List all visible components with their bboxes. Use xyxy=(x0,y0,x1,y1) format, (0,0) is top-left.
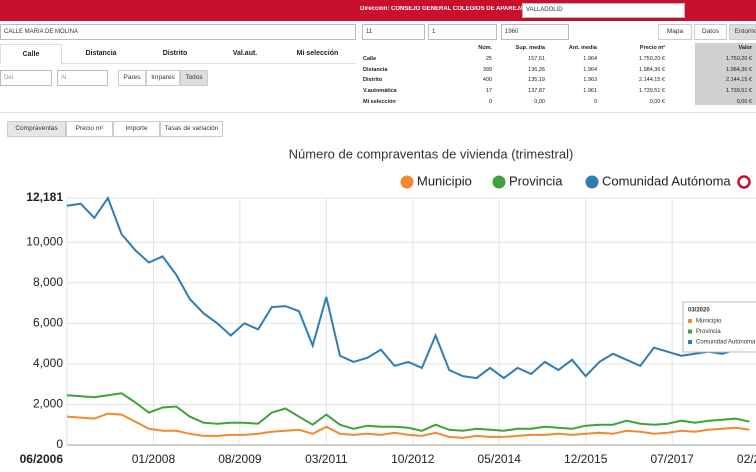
cell: 400 xyxy=(482,77,492,84)
cell: 1.750,20 € xyxy=(639,56,665,62)
parity-button[interactable]: Todos xyxy=(180,70,208,86)
range-from[interactable]: Del xyxy=(0,70,52,86)
cell: 2.144,15 € xyxy=(726,77,752,84)
city-select[interactable]: VALLADOLID xyxy=(522,3,685,18)
cell: 1.964 xyxy=(583,56,597,62)
x-tick-label: 10/2012 xyxy=(391,452,435,466)
tooltip-swatch xyxy=(688,319,692,323)
chart-title: Número de compraventas de vivienda (trim… xyxy=(289,146,574,161)
year-select[interactable]: 1960 xyxy=(501,24,569,40)
filter-tab[interactable]: Distrito xyxy=(162,50,188,57)
cell: 0,00 xyxy=(534,98,545,105)
legend-marker[interactable] xyxy=(585,175,599,189)
tooltip xyxy=(682,301,756,353)
row-label: Mi selección xyxy=(363,98,396,105)
column-header: Ant. media xyxy=(568,45,597,51)
column-header: Núm. xyxy=(478,45,492,51)
y-tick-label: 12,181 xyxy=(26,190,63,204)
tooltip-label: Provincia xyxy=(696,329,721,335)
y-tick-label: 6,000 xyxy=(33,316,63,330)
row-label: Calle xyxy=(363,56,377,62)
cell: 135,19 xyxy=(528,77,545,84)
row-label: Distrito xyxy=(363,77,383,84)
cell: 1.984,36 € xyxy=(726,66,752,73)
cell: 2.144,15 € xyxy=(639,77,665,84)
cell: 157,51 xyxy=(528,56,545,62)
filter-tab[interactable]: Calle xyxy=(0,44,62,64)
row-label: Distancia xyxy=(363,66,388,73)
cell: 1.984,36 € xyxy=(639,66,665,73)
tooltip-title: 03/2020 xyxy=(688,308,710,314)
range-to[interactable]: Al xyxy=(57,70,108,86)
y-tick-label: 2,000 xyxy=(33,397,63,411)
x-tick-label: 07/2017 xyxy=(650,452,694,466)
y-tick-label: 4,000 xyxy=(33,356,63,370)
cell: 399 xyxy=(482,66,492,73)
column-header: Valor xyxy=(738,45,752,51)
x-tick-label: 05/2014 xyxy=(478,452,522,466)
legend-label[interactable]: Comunidad Autónoma xyxy=(602,173,731,188)
row-label: V.automática xyxy=(363,88,397,95)
address[interactable]: Dirección: CONSEJO GENERAL COLEGIOS DE A… xyxy=(360,6,546,12)
column-header: Precio m² xyxy=(639,45,665,51)
x-tick-label: 01/2008 xyxy=(132,452,176,466)
tab-rule xyxy=(62,63,355,64)
legend-marker[interactable] xyxy=(737,175,751,189)
filter-tab[interactable]: Distancia xyxy=(85,50,117,57)
parity-button[interactable]: Impares xyxy=(146,70,180,86)
parity-button[interactable]: Pares xyxy=(118,70,146,86)
x-tick-label: 03/2011 xyxy=(305,452,348,466)
y-tick-label: 10,000 xyxy=(26,234,63,248)
cell: 1.739,51 € xyxy=(639,88,665,95)
number-select[interactable]: 11 xyxy=(362,24,425,40)
column-header: Sup. media xyxy=(515,45,545,51)
series-line xyxy=(66,392,750,432)
legend-label[interactable]: Municipio xyxy=(417,173,472,188)
tooltip-label: Comunidad Autónoma xyxy=(696,340,756,346)
divider xyxy=(0,112,756,113)
cell: 0 xyxy=(488,98,492,105)
x-tick-label: 06/2006 xyxy=(20,452,64,466)
cell: 136,26 xyxy=(528,66,545,73)
portal-select[interactable]: 1 xyxy=(428,24,497,40)
legend-marker[interactable] xyxy=(492,175,506,189)
chart-tab[interactable]: Precio m² xyxy=(66,121,113,137)
view-button[interactable]: Datos xyxy=(694,24,727,40)
x-tick-label: 08/2009 xyxy=(218,452,262,466)
series-line xyxy=(66,195,750,380)
view-button[interactable]: Mapa xyxy=(658,24,692,40)
filter-tab[interactable]: Val.aut. xyxy=(232,50,258,57)
cell: 1.739,51 € xyxy=(726,88,752,95)
chart: Número de compraventas de vivienda (trim… xyxy=(20,146,756,466)
street-input[interactable]: CALLE MARIA DE MOLINA xyxy=(0,24,356,40)
tooltip-label: Municipio xyxy=(696,319,722,325)
cell: 17 xyxy=(485,88,492,95)
cell: 137,87 xyxy=(528,88,545,95)
x-tick-label: 02/2019 xyxy=(737,452,756,466)
cell: 1.964 xyxy=(583,66,597,73)
chart-tab[interactable]: Compraventas xyxy=(7,121,66,137)
series-line xyxy=(66,412,750,439)
tooltip-swatch xyxy=(688,329,692,334)
y-tick-label: 8,000 xyxy=(33,275,63,289)
cell: 1.750,20 € xyxy=(726,56,752,62)
tooltip-swatch xyxy=(688,340,692,344)
chart-tab[interactable]: Tasas de variación xyxy=(160,121,223,137)
legend-label[interactable]: Provincia xyxy=(509,173,563,188)
cell: 1.961 xyxy=(583,88,597,95)
cell: 0,00 € xyxy=(736,98,752,105)
legend-marker[interactable] xyxy=(400,175,414,189)
y-tick-label: 0 xyxy=(56,437,63,451)
view-button[interactable]: Entorno xyxy=(729,24,756,40)
x-tick-label: 12/2015 xyxy=(564,452,608,466)
chart-tab[interactable]: Importe xyxy=(113,121,160,137)
cell: 0,00 € xyxy=(649,98,665,105)
cell: 0 xyxy=(593,98,597,105)
filter-tab[interactable]: Mi selección xyxy=(296,50,339,57)
cell: 25 xyxy=(485,56,492,62)
value-column xyxy=(695,43,756,105)
cell: 1.963 xyxy=(583,77,597,84)
